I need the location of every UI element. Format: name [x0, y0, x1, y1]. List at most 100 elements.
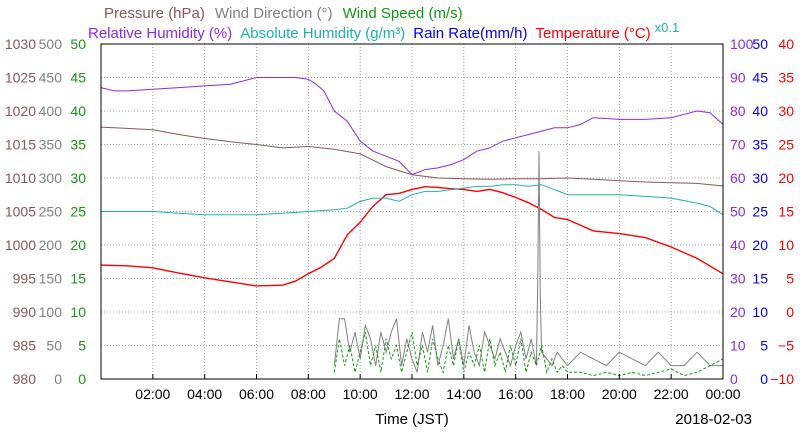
- series-wind-direction: [333, 151, 723, 373]
- y-tick-label-pressure: 1020: [5, 103, 36, 119]
- y-tick-label-wind-direction: 0: [54, 371, 62, 387]
- y-tick-label-rain: 40: [752, 103, 768, 119]
- x-axis: 02:00 04:00 06:00 08:00 10:00 12:00 14:00 16:00…: [135, 374, 741, 402]
- y-tick-label-humidity: 40: [730, 237, 746, 253]
- series-humidity: [100, 77, 724, 176]
- legend-entry: Relative Humidity (%): [88, 25, 232, 42]
- y-tick-label-wind-speed: 10: [70, 304, 86, 320]
- y-tick-label-wind-speed: 5: [78, 338, 86, 354]
- y-tick-label-wind-direction: 150: [39, 271, 63, 287]
- x-tick-label: 12:00: [394, 386, 429, 402]
- legend-entry: Absolute Humidity (g/m³): [240, 25, 405, 42]
- y-tick-label-pressure: 1005: [5, 204, 36, 220]
- y-tick-label-temperature: 40: [778, 36, 794, 52]
- y-tick-label-humidity: 50: [730, 204, 746, 220]
- y-tick-label-wind-direction: 500: [39, 36, 63, 52]
- y-tick-label-humidity: 10: [730, 338, 746, 354]
- y-tick-label-rain: 25: [752, 204, 768, 220]
- legend: Pressure (hPa) Wind Direction (°) Wind Spe…: [88, 5, 679, 42]
- y-tick-label-rain: 0: [760, 371, 768, 387]
- y-tick-label-temperature: 0: [786, 304, 794, 320]
- y-tick-label-temperature: 10: [778, 237, 794, 253]
- y-tick-label-temperature: 25: [778, 137, 794, 153]
- y-tick-label-temperature: 20: [778, 170, 794, 186]
- x-tick-label: 08:00: [291, 386, 326, 402]
- y-tick-label-wind-direction: 350: [39, 137, 63, 153]
- y-tick-label-wind-direction: 200: [39, 237, 63, 253]
- x-tick-label: 10:00: [343, 386, 378, 402]
- y-tick-label-rain: 45: [752, 70, 768, 86]
- y-tick-label-temperature: 15: [778, 204, 794, 220]
- x-tick-label: 14:00: [446, 386, 481, 402]
- y-tick-label-wind-speed: 15: [70, 271, 86, 287]
- y-tick-label-rain: 15: [752, 271, 768, 287]
- x-tick-label: 04:00: [187, 386, 222, 402]
- x-axis-label: Time (JST): [375, 411, 449, 428]
- scale-note: x0.1: [655, 20, 680, 35]
- y-tick-label-pressure: 1000: [5, 237, 36, 253]
- y-tick-label-wind-speed: 50: [70, 36, 86, 52]
- series-layer: [100, 77, 724, 377]
- y-tick-label-temperature: 35: [778, 70, 794, 86]
- legend-entry: Wind Direction (°): [215, 5, 333, 22]
- y-tick-label-rain: 10: [752, 304, 768, 320]
- y-tick-label-wind-speed: 45: [70, 70, 86, 86]
- series-wind-speed: [333, 331, 724, 377]
- y-tick-label-humidity: 70: [730, 137, 746, 153]
- y-axes: 1030102510201015101010051000995990985980…: [5, 36, 794, 387]
- y-tick-label-pressure: 1030: [5, 36, 36, 52]
- y-tick-label-wind-direction: 450: [39, 70, 63, 86]
- y-tick-label-temperature: 5: [786, 271, 794, 287]
- y-tick-label-pressure: 990: [13, 304, 37, 320]
- y-tick-label-temperature: −5: [778, 338, 794, 354]
- y-tick-label-pressure: 1025: [5, 70, 36, 86]
- y-tick-label-rain: 5: [760, 338, 768, 354]
- series-temperature: [100, 185, 724, 287]
- y-tick-label-humidity: 100: [730, 36, 754, 52]
- legend-entry: Temperature (°C): [535, 25, 650, 42]
- x-tick-label: 06:00: [239, 386, 274, 402]
- legend-entry: Rain Rate(mm/h): [413, 25, 527, 42]
- x-tick-label: 20:00: [602, 386, 637, 402]
- y-tick-label-pressure: 995: [13, 271, 37, 287]
- y-tick-label-rain: 20: [752, 237, 768, 253]
- legend-entry: Pressure (hPa): [104, 5, 205, 22]
- y-tick-label-wind-direction: 300: [39, 170, 63, 186]
- y-tick-label-wind-direction: 250: [39, 204, 63, 220]
- x-tick-label: 00:00: [705, 386, 740, 402]
- y-tick-label-rain: 50: [752, 36, 768, 52]
- series-absolute-humidity: [101, 184, 724, 216]
- x-tick-label: 02:00: [135, 386, 170, 402]
- y-tick-label-wind-direction: 50: [46, 338, 62, 354]
- grid-lines: [101, 44, 723, 379]
- y-tick-label-wind-speed: 20: [70, 237, 86, 253]
- y-tick-label-rain: 30: [752, 170, 768, 186]
- y-tick-label-humidity: 90: [730, 70, 746, 86]
- y-tick-label-wind-speed: 0: [78, 371, 86, 387]
- x-tick-label: 22:00: [654, 386, 689, 402]
- y-tick-label-humidity: 20: [730, 304, 746, 320]
- y-tick-label-wind-speed: 25: [70, 204, 86, 220]
- y-tick-label-temperature: −10: [770, 371, 794, 387]
- y-tick-label-humidity: 60: [730, 170, 746, 186]
- date-label: 2018-02-03: [675, 411, 752, 428]
- x-tick-label: 16:00: [498, 386, 533, 402]
- y-tick-label-humidity: 0: [730, 371, 738, 387]
- y-tick-label-wind-direction: 400: [39, 103, 63, 119]
- y-tick-label-wind-speed: 35: [70, 137, 86, 153]
- y-tick-label-pressure: 980: [13, 371, 37, 387]
- y-tick-label-pressure: 985: [13, 338, 37, 354]
- y-tick-label-pressure: 1015: [5, 137, 36, 153]
- y-tick-label-humidity: 80: [730, 103, 746, 119]
- y-tick-label-pressure: 1010: [5, 170, 36, 186]
- y-tick-label-temperature: 30: [778, 103, 794, 119]
- y-tick-label-humidity: 30: [730, 271, 746, 287]
- legend-entry: Wind Speed (m/s): [343, 5, 463, 22]
- series-pressure: [100, 126, 724, 187]
- y-tick-label-rain: 35: [752, 137, 768, 153]
- x-tick-label: 18:00: [550, 386, 585, 402]
- y-tick-label-wind-speed: 40: [70, 103, 86, 119]
- y-tick-label-wind-speed: 30: [70, 170, 86, 186]
- y-tick-label-wind-direction: 100: [39, 304, 63, 320]
